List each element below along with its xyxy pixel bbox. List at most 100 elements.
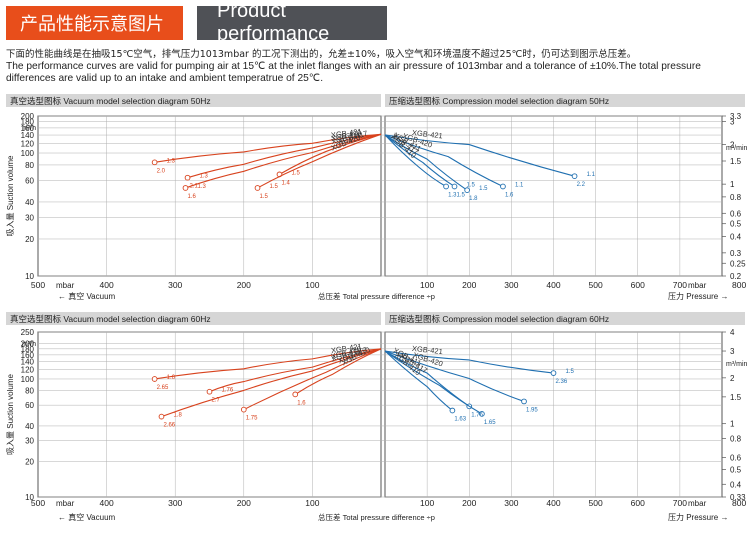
y-tick-label: 30	[25, 437, 34, 446]
series-endpoint	[479, 411, 485, 417]
value-annotation: 1.1	[587, 172, 596, 178]
series-endpoint	[240, 406, 247, 413]
unit-m3min: m³/min	[726, 145, 747, 152]
y-tick-label-right: 2	[730, 141, 735, 150]
value-annotation: 1.1	[515, 182, 524, 188]
y-tick-label-right: 0.2	[730, 272, 742, 281]
series-endpoint	[151, 376, 158, 382]
y-tick-label-right: 0.8	[730, 434, 742, 443]
unit-m3h: m³/h	[22, 125, 36, 132]
x-tick-label: 100	[420, 498, 434, 508]
x-tick-label: 300	[168, 280, 182, 290]
x-tick-label: 400	[546, 498, 560, 508]
value-annotation: 2.66	[163, 423, 175, 429]
value-annotation: 1.5	[260, 194, 269, 200]
chart-title: 压缩选型图标 Compression model selection diagr…	[389, 314, 609, 324]
series-endpoint	[158, 413, 165, 420]
x-tick-label: 800	[732, 280, 746, 290]
x-tick-label: 800	[732, 498, 746, 508]
series-label: XGB-421	[412, 128, 444, 140]
title-band	[6, 312, 381, 325]
y-tick-label: 120	[21, 366, 35, 375]
y-tick-label-right: 0.5	[730, 220, 742, 229]
y-tick-label: 140	[21, 131, 35, 140]
y-tick-label-right: 0.4	[730, 480, 742, 489]
x-tick-label: 500	[31, 498, 45, 508]
series-line-xgb-421	[154, 133, 382, 163]
value-annotation: 1.76	[471, 412, 483, 418]
value-annotation: 1.5	[467, 182, 476, 188]
series-label: XGB-421	[330, 342, 362, 355]
y-tick-label-right: 0.3	[730, 249, 742, 258]
y-tick-label: 100	[21, 375, 35, 384]
value-annotation: 1.3	[167, 158, 176, 164]
series-line-xgb-420	[384, 134, 504, 187]
x-tick-label: 100	[305, 280, 319, 290]
y-tick-label-right: 3.3	[730, 112, 742, 121]
series-line-xgb-421	[154, 348, 382, 380]
series-line-xgb-411	[161, 348, 382, 418]
series-endpoint	[550, 370, 557, 376]
value-annotation: 1.5	[566, 369, 575, 375]
series-endpoint	[464, 187, 470, 194]
x-unit-label: mbar	[56, 499, 75, 508]
series-endpoint	[500, 183, 506, 190]
x-tick-label: 100	[305, 498, 319, 508]
y-tick-label: 30	[25, 213, 34, 222]
series-endpoint	[254, 185, 261, 191]
y-tick-label: 80	[25, 161, 34, 170]
y-tick-label: 160	[21, 124, 35, 133]
series-endpoint	[443, 183, 449, 190]
value-annotation: 1.3	[197, 184, 206, 190]
y-tick-label-right: 1	[730, 180, 735, 189]
x-tick-label: 400	[100, 280, 114, 290]
x-tick-label: 500	[31, 280, 45, 290]
series-line-xgb-417	[384, 134, 455, 187]
x-tick-label: 300	[168, 498, 182, 508]
value-annotation: 1.8	[469, 196, 478, 202]
series-line-xgb-417	[384, 350, 483, 415]
value-annotation: 1.75	[246, 416, 258, 422]
series-endpoint	[449, 407, 456, 414]
y-tick-label: 180	[21, 118, 35, 127]
value-annotation: 1.4	[281, 180, 290, 186]
y-tick-label: 120	[21, 139, 35, 148]
x-tick-label: 300	[504, 498, 518, 508]
y-tick-label-right: 0.5	[730, 466, 742, 475]
description-en: The performance curves are valid for pum…	[6, 61, 701, 84]
x-tick-label: 100	[420, 280, 434, 290]
value-annotation: 1.6	[505, 192, 514, 198]
unit-m3h: m³/h	[22, 341, 36, 348]
y-tick-label: 80	[25, 386, 34, 395]
series-line-xgb-420	[187, 133, 382, 179]
y-tick-label: 250	[21, 328, 35, 337]
series-endpoint	[206, 388, 213, 395]
value-annotation: 1.3	[200, 174, 209, 180]
value-annotation: 2.0	[157, 168, 166, 174]
unit-m3min: m³/min	[726, 361, 747, 368]
total-pressure-title: 总压差 Total pressure difference ÷p	[318, 291, 435, 301]
series-endpoint	[182, 185, 189, 191]
series-label: XGB-421	[330, 127, 362, 140]
title-band	[385, 94, 745, 107]
y-axis-title: 吸入量 Suction volume	[6, 155, 15, 236]
value-annotation: 1.6	[167, 375, 176, 381]
x-tick-label: 200	[462, 280, 476, 290]
x-tick-label: 200	[462, 498, 476, 508]
x-tick-label: 500	[589, 498, 603, 508]
value-annotation: 2.36	[556, 379, 568, 385]
series-line-xgb-410	[384, 134, 447, 187]
value-annotation: 2.65	[157, 385, 169, 391]
series-line-xgb-410	[257, 133, 382, 189]
y-tick-label: 20	[25, 457, 34, 466]
y-tick-label-right: 2	[730, 374, 735, 383]
pressure-axis-title: 压力 Pressure →	[668, 512, 728, 522]
chart-title: 真空选型图标 Vacuum model selection diagram 60…	[10, 314, 211, 324]
value-annotation: 2.7	[212, 398, 221, 404]
value-annotation: 1.5	[457, 192, 466, 198]
y-tick-label-right: 1.5	[730, 393, 742, 402]
title-band	[385, 312, 745, 325]
series-line-xgb-411	[185, 133, 382, 189]
y-tick-label-right: 3	[730, 117, 735, 126]
series-line-xgb-420	[384, 350, 525, 402]
